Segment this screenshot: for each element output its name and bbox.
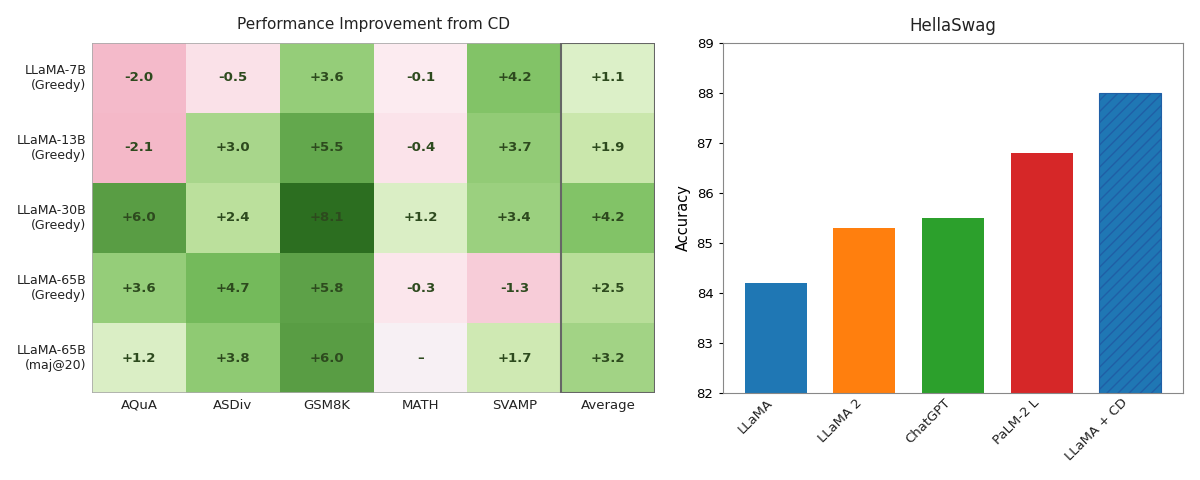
Text: -1.3: -1.3 bbox=[500, 282, 529, 295]
Bar bbox=[186, 113, 280, 183]
Text: +1.7: +1.7 bbox=[497, 352, 532, 365]
Bar bbox=[1010, 153, 1073, 394]
Text: –: – bbox=[418, 352, 424, 365]
Bar bbox=[186, 183, 280, 253]
Bar bbox=[1099, 93, 1162, 394]
Text: -0.4: -0.4 bbox=[406, 141, 436, 154]
Bar bbox=[562, 43, 655, 394]
Text: +5.8: +5.8 bbox=[310, 282, 344, 295]
Bar bbox=[280, 183, 373, 253]
Text: +1.1: +1.1 bbox=[592, 71, 625, 84]
Bar bbox=[468, 183, 562, 253]
Bar bbox=[562, 253, 655, 323]
Bar bbox=[186, 43, 280, 113]
Text: +4.2: +4.2 bbox=[592, 212, 625, 225]
Bar bbox=[562, 43, 655, 113]
Text: +4.7: +4.7 bbox=[216, 282, 250, 295]
Bar bbox=[373, 43, 468, 113]
Bar bbox=[280, 323, 373, 394]
Text: +3.7: +3.7 bbox=[497, 141, 532, 154]
Text: +3.2: +3.2 bbox=[592, 352, 625, 365]
Bar bbox=[562, 113, 655, 183]
Bar bbox=[186, 323, 280, 394]
Text: +1.2: +1.2 bbox=[403, 212, 438, 225]
Bar bbox=[468, 253, 562, 323]
Text: +8.1: +8.1 bbox=[310, 212, 344, 225]
Text: +1.9: +1.9 bbox=[592, 141, 625, 154]
Text: +2.4: +2.4 bbox=[216, 212, 250, 225]
Bar bbox=[373, 253, 468, 323]
Bar bbox=[92, 113, 186, 183]
Bar bbox=[468, 323, 562, 394]
Text: -0.1: -0.1 bbox=[406, 71, 436, 84]
Bar bbox=[468, 113, 562, 183]
Bar bbox=[468, 43, 562, 113]
Bar bbox=[280, 253, 373, 323]
Text: -2.0: -2.0 bbox=[125, 71, 154, 84]
Text: +6.0: +6.0 bbox=[121, 212, 156, 225]
Bar bbox=[745, 283, 806, 394]
Bar bbox=[280, 113, 373, 183]
Text: +3.4: +3.4 bbox=[497, 212, 532, 225]
Text: +4.2: +4.2 bbox=[497, 71, 532, 84]
Bar bbox=[922, 218, 984, 394]
Text: +3.8: +3.8 bbox=[216, 352, 250, 365]
Bar bbox=[92, 43, 186, 113]
Y-axis label: Accuracy: Accuracy bbox=[676, 184, 691, 252]
Text: +3.6: +3.6 bbox=[121, 282, 156, 295]
Bar bbox=[373, 323, 468, 394]
Bar bbox=[92, 253, 186, 323]
Text: +3.6: +3.6 bbox=[310, 71, 344, 84]
Title: HellaSwag: HellaSwag bbox=[910, 17, 996, 36]
Bar bbox=[373, 113, 468, 183]
Text: +2.5: +2.5 bbox=[592, 282, 625, 295]
Bar bbox=[562, 183, 655, 253]
Bar bbox=[562, 323, 655, 394]
Title: Performance Improvement from CD: Performance Improvement from CD bbox=[238, 17, 510, 32]
Bar bbox=[186, 253, 280, 323]
Text: -0.5: -0.5 bbox=[218, 71, 247, 84]
Bar bbox=[92, 183, 186, 253]
Text: +1.2: +1.2 bbox=[121, 352, 156, 365]
Bar bbox=[92, 323, 186, 394]
Text: +6.0: +6.0 bbox=[310, 352, 344, 365]
Bar bbox=[280, 43, 373, 113]
Text: +5.5: +5.5 bbox=[310, 141, 344, 154]
Text: +3.0: +3.0 bbox=[216, 141, 250, 154]
Text: -2.1: -2.1 bbox=[125, 141, 154, 154]
Bar bbox=[373, 183, 468, 253]
Bar bbox=[833, 228, 895, 394]
Text: -0.3: -0.3 bbox=[406, 282, 436, 295]
